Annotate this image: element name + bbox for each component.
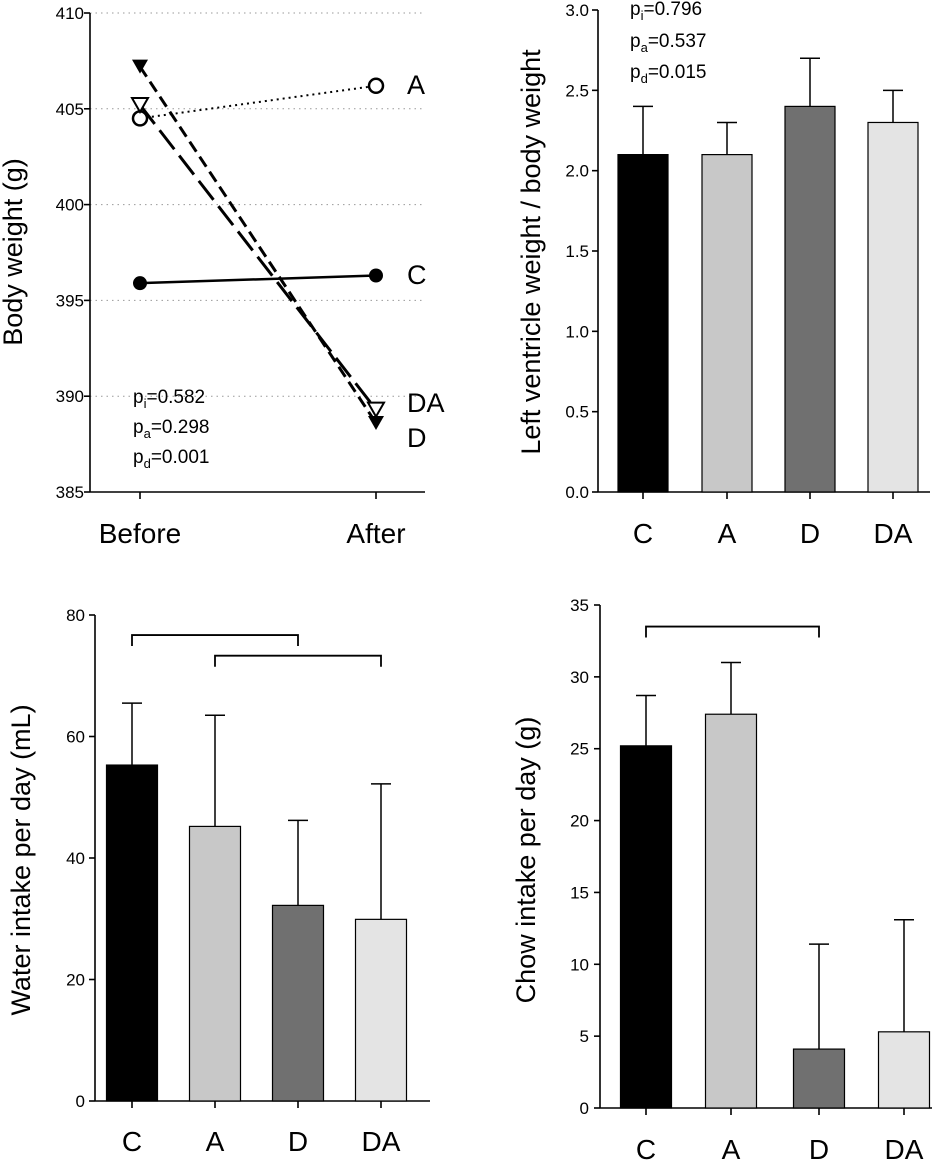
y-tick-label: 390 bbox=[56, 387, 84, 406]
y-tick-label: 2.0 bbox=[565, 162, 589, 181]
stat-p-value: pi=0.582 bbox=[133, 387, 205, 411]
y-tick-label: 3.0 bbox=[565, 1, 589, 20]
bar-da bbox=[354, 918, 408, 1102]
bar-c bbox=[105, 764, 159, 1102]
marker-c bbox=[133, 276, 147, 291]
bar-c bbox=[617, 154, 669, 493]
x-category-label: Before bbox=[99, 518, 182, 549]
y-tick-label: 385 bbox=[56, 483, 84, 502]
marker-c bbox=[369, 268, 383, 283]
y-tick-label: 15 bbox=[570, 883, 589, 902]
y-axis-title: Chow intake per day (g) bbox=[511, 717, 541, 1004]
y-axis-title: Left ventricle weight / body weight bbox=[516, 49, 546, 455]
bar-d bbox=[271, 904, 325, 1102]
stat-p-value: pa=0.298 bbox=[133, 417, 209, 441]
marker-da bbox=[130, 96, 150, 114]
x-category-label: A bbox=[718, 518, 737, 549]
water-intake-bar-chart: 0 20 40 60 80 Water intake per day (mL) C A D DA bbox=[6, 606, 430, 1157]
y-tick-label: 5 bbox=[580, 1027, 589, 1046]
y-tick-label: 25 bbox=[570, 740, 589, 759]
bar-a bbox=[188, 825, 242, 1102]
y-axis-title: Body weight (g) bbox=[0, 158, 28, 346]
x-category-label: DA bbox=[874, 518, 913, 549]
y-tick-label: 410 bbox=[56, 4, 84, 23]
marker-da bbox=[366, 401, 386, 419]
y-tick-label: 395 bbox=[56, 291, 84, 310]
body-weight-line-chart: 385 390 395 400 405 410 Body weight (g) Before A… bbox=[0, 4, 445, 549]
y-tick-label: 80 bbox=[66, 606, 85, 625]
x-category-label: C bbox=[633, 518, 653, 549]
series-label-c: C bbox=[407, 260, 427, 290]
series-label-d: D bbox=[407, 423, 427, 453]
chow-intake-bar-chart: 0 5 10 15 20 25 30 35 Chow intake per day (g) C A D… bbox=[511, 596, 932, 1164]
y-tick-label: 60 bbox=[66, 728, 85, 747]
x-category-label: D bbox=[800, 518, 820, 549]
y-tick-label: 0.5 bbox=[565, 403, 589, 422]
y-tick-label: 40 bbox=[66, 849, 85, 868]
y-tick-label: 405 bbox=[56, 100, 84, 119]
y-tick-label: 0 bbox=[76, 1092, 85, 1111]
marker-a bbox=[367, 77, 385, 95]
series-line-a bbox=[139, 84, 377, 120]
y-tick-label: 1.5 bbox=[565, 242, 589, 261]
series-label-da: DA bbox=[407, 388, 445, 418]
x-category-label: C bbox=[122, 1126, 142, 1157]
y-tick-label: 35 bbox=[570, 596, 589, 615]
significance-bracket bbox=[131, 634, 299, 647]
series-line-d bbox=[138, 65, 378, 424]
bar-da bbox=[867, 121, 919, 493]
x-category-label: After bbox=[346, 518, 405, 549]
bar-d bbox=[792, 1048, 846, 1109]
bar-c bbox=[619, 745, 673, 1109]
stat-p-value: pa=0.537 bbox=[630, 31, 706, 55]
y-tick-label: 20 bbox=[570, 812, 589, 831]
y-tick-label: 400 bbox=[56, 196, 84, 215]
marker-d bbox=[132, 59, 148, 74]
x-category-label: D bbox=[809, 1134, 829, 1164]
x-category-label: A bbox=[722, 1134, 741, 1164]
y-tick-label: 10 bbox=[570, 955, 589, 974]
x-category-label: C bbox=[636, 1134, 656, 1164]
y-tick-label: 2.5 bbox=[565, 81, 589, 100]
y-tick-label: 0 bbox=[580, 1099, 589, 1118]
significance-bracket bbox=[645, 625, 820, 638]
x-category-label: D bbox=[288, 1126, 308, 1157]
series-line-da bbox=[138, 104, 378, 411]
series-label-a: A bbox=[407, 70, 425, 100]
y-tick-label: 30 bbox=[570, 668, 589, 687]
bar-a bbox=[701, 154, 753, 493]
bar-da bbox=[877, 1031, 931, 1109]
x-category-label: DA bbox=[362, 1126, 401, 1157]
bar-a bbox=[704, 713, 758, 1109]
series-line-c bbox=[139, 274, 377, 285]
stat-p-value: pd=0.015 bbox=[630, 62, 706, 86]
stat-p-value: pi=0.796 bbox=[630, 0, 702, 23]
y-tick-label: 0.0 bbox=[565, 483, 589, 502]
y-axis-title: Water intake per day (mL) bbox=[6, 704, 36, 1015]
bar-d bbox=[784, 105, 836, 493]
y-tick-label: 20 bbox=[66, 971, 85, 990]
x-category-label: DA bbox=[885, 1134, 924, 1164]
lv-ratio-bar-chart: 0.0 0.5 1.0 1.5 2.0 2.5 3.0 Left ventricle weig… bbox=[516, 0, 930, 549]
x-category-label: A bbox=[206, 1126, 225, 1157]
y-tick-label: 1.0 bbox=[565, 322, 589, 341]
marker-d bbox=[368, 416, 384, 431]
stat-p-value: pd=0.001 bbox=[133, 447, 209, 471]
significance-bracket bbox=[214, 654, 382, 667]
